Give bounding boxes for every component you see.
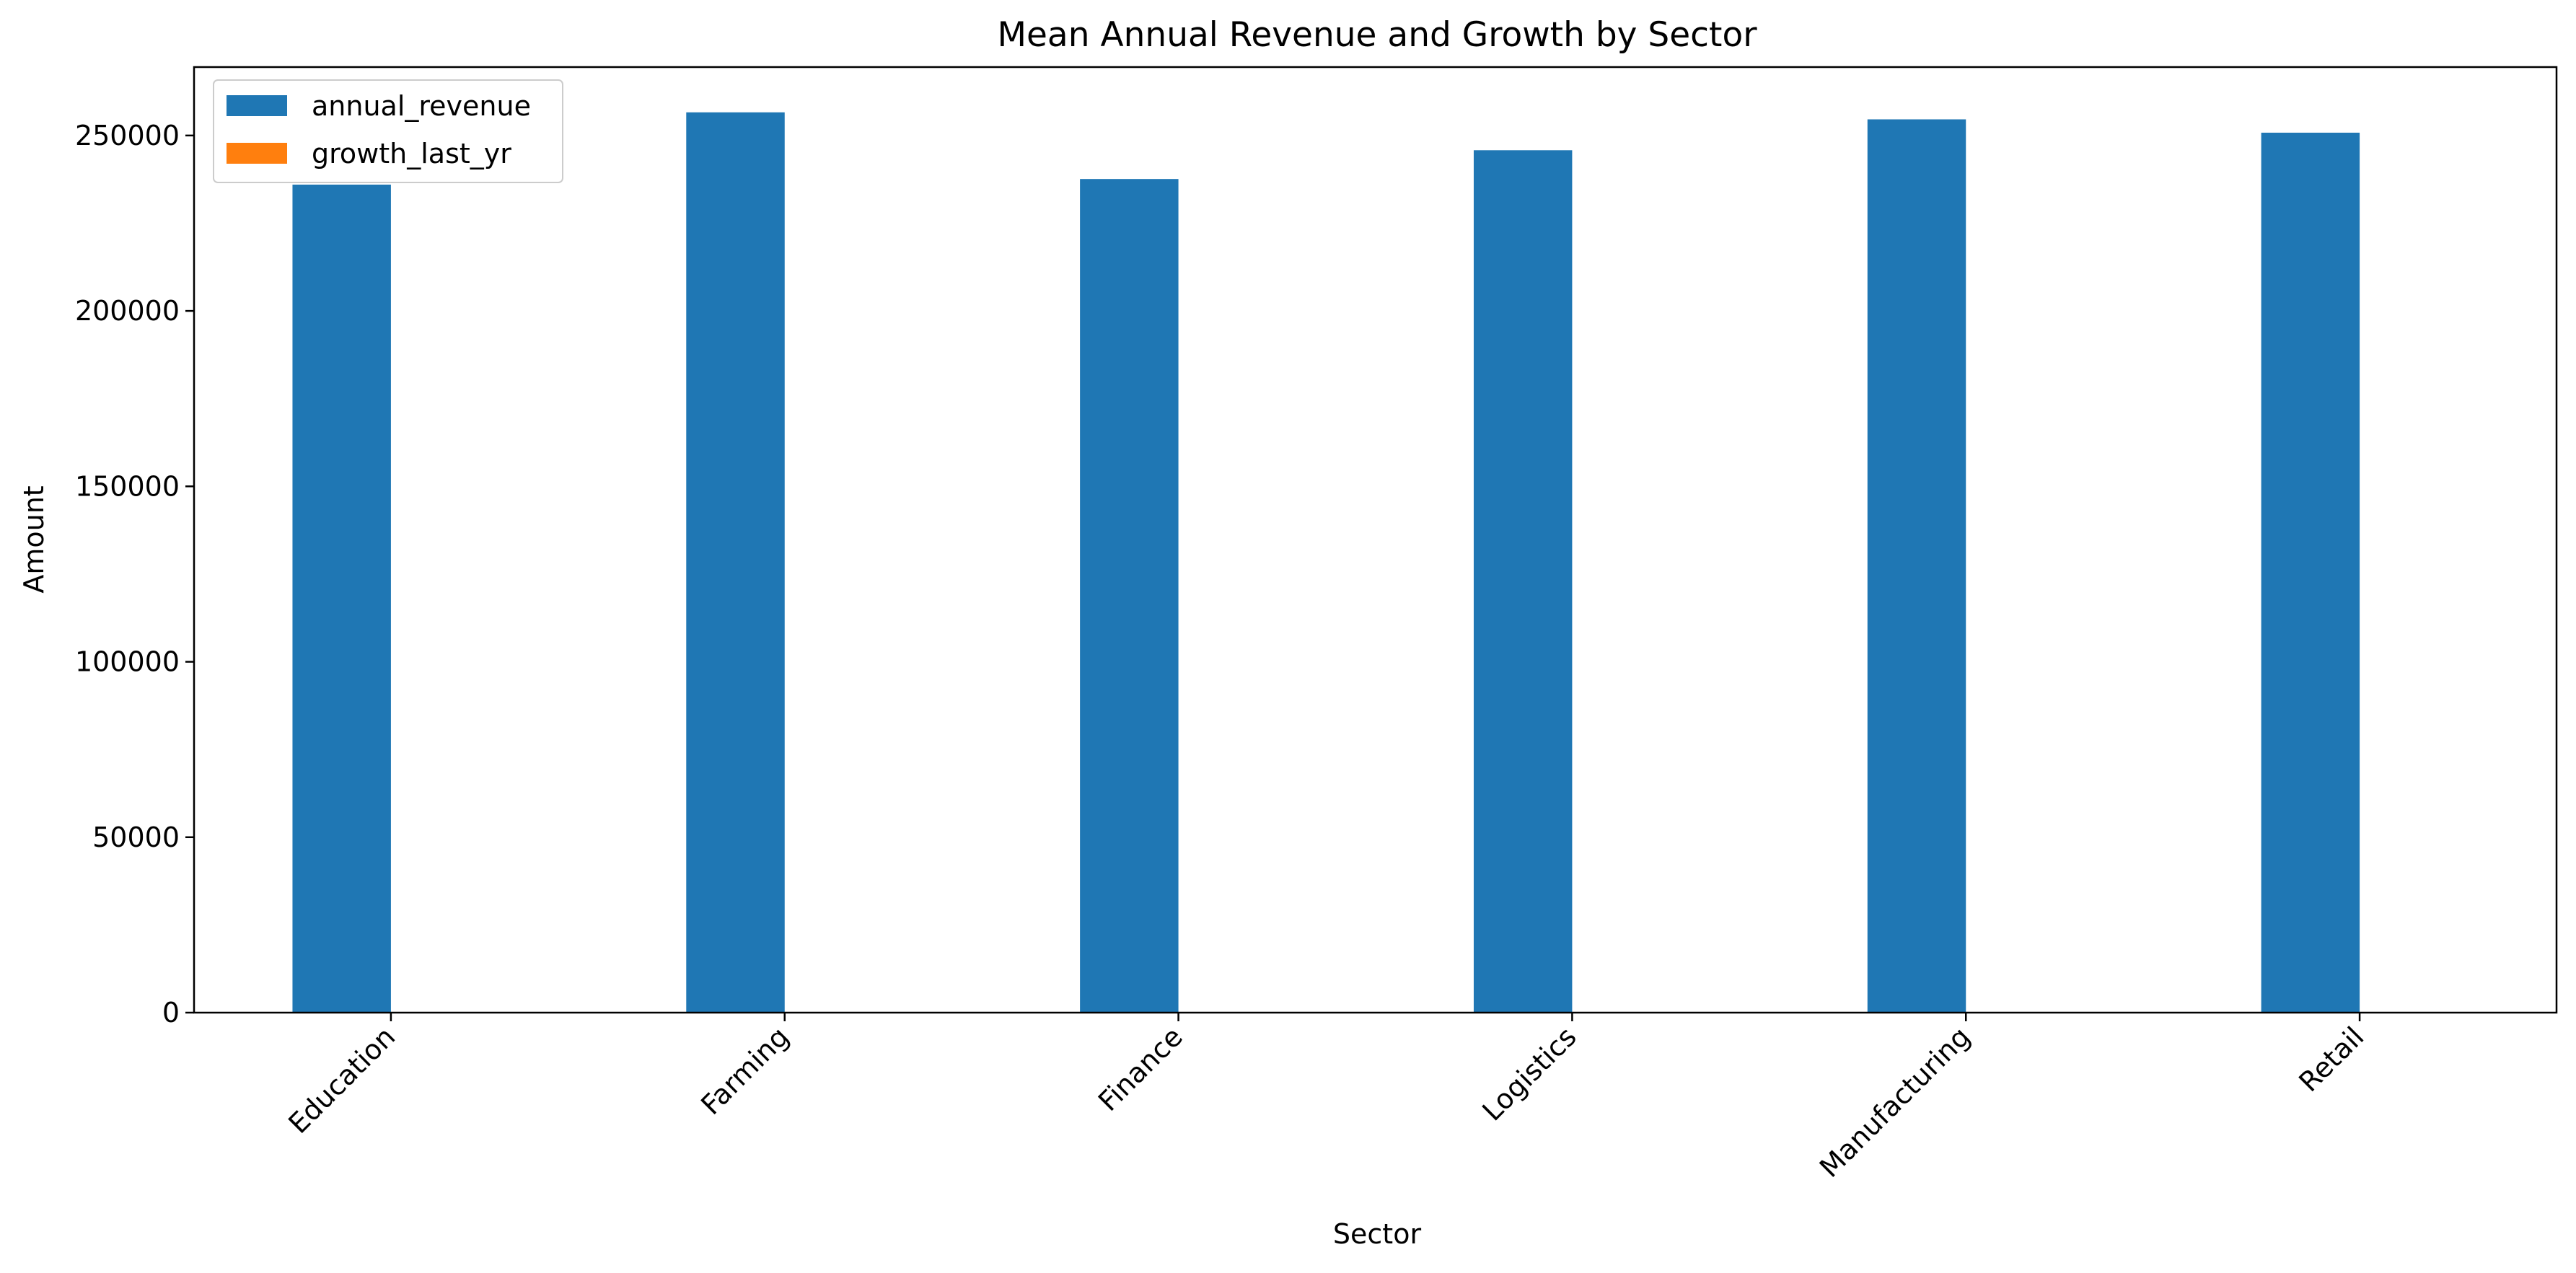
chart-title: Mean Annual Revenue and Growth by Sector [997,15,1757,55]
y-tick-label-50000: 50000 [92,821,180,853]
legend: annual_revenue growth_last_yr [213,79,563,183]
y-tick-label-0: 0 [162,997,180,1028]
legend-swatch-annual-revenue [227,95,287,116]
y-tick-label-150000: 150000 [75,470,180,502]
y-tick-label-100000: 100000 [75,646,180,678]
y-axis: 0 50000 100000 150000 200000 250000 [75,120,194,1028]
legend-label-annual-revenue: annual_revenue [312,90,531,122]
bar-annual-revenue-logistics [1473,150,1573,1013]
y-tick-label-200000: 200000 [75,295,180,327]
x-axis-label: Sector [1333,1218,1422,1250]
bar-annual-revenue-education [292,184,391,1013]
bars-layer [292,112,2458,1013]
legend-frame [213,79,563,183]
y-axis-label: Amount [18,485,50,593]
legend-label-growth-last-yr: growth_last_yr [312,138,511,169]
bar-annual-revenue-finance [1080,179,1179,1013]
plot-frame [193,66,2558,1014]
bar-annual-revenue-farming [686,112,785,1013]
bar-annual-revenue-retail [2261,132,2360,1013]
y-tick-label-250000: 250000 [75,120,180,151]
legend-swatch-growth-last-yr [227,143,287,164]
bar-annual-revenue-manufacturing [1867,119,1966,1013]
